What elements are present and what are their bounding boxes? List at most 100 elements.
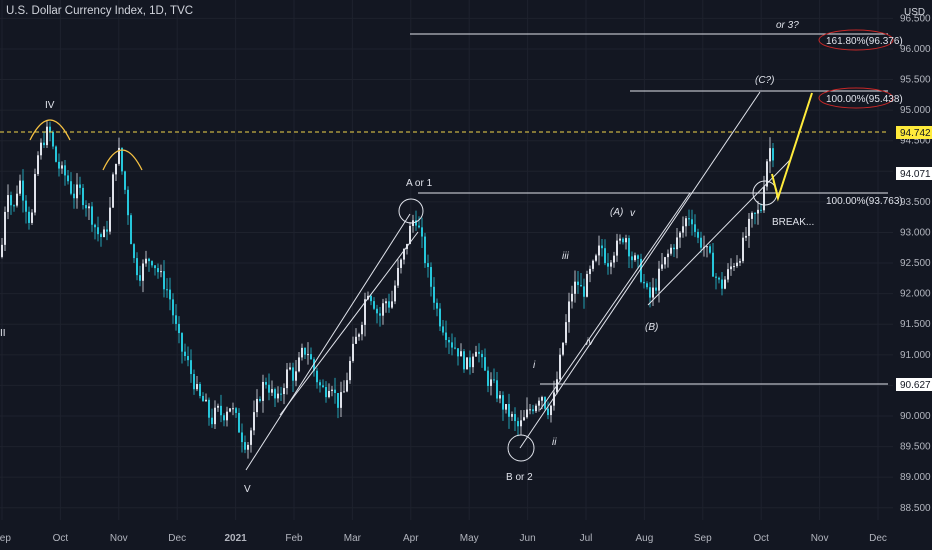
candle-body	[205, 399, 207, 402]
candle-body	[235, 408, 237, 413]
candle-body	[265, 381, 267, 385]
y-tick-label: 88.500	[900, 503, 931, 514]
candle-body	[469, 357, 471, 368]
candle-body	[277, 393, 279, 399]
candle-body	[49, 126, 51, 132]
current-price-tag: 94.742	[900, 128, 931, 139]
candle-body	[160, 271, 162, 273]
candle-body	[241, 432, 243, 443]
candle-body	[514, 414, 516, 422]
x-tick-label: Oct	[753, 533, 769, 544]
candle-body	[742, 237, 744, 262]
y-tick-label: 94.500	[900, 136, 931, 147]
candle-body	[613, 255, 615, 263]
y-tick-label: 92.000	[900, 289, 931, 300]
candle-body	[577, 281, 579, 286]
candle-body	[64, 165, 66, 176]
candle-body	[448, 339, 450, 343]
candle-body	[10, 195, 12, 206]
candle-body	[175, 315, 177, 324]
candle-body	[154, 265, 156, 269]
candle-body	[34, 174, 36, 213]
label-b-wave: (B)	[645, 322, 658, 333]
wave-labels: or 3? (C?) A or 1 (A) v (B) iii iv i ii …	[0, 20, 814, 495]
candle-body	[196, 384, 198, 390]
drawings	[245, 33, 888, 471]
fib-100-upper-label: 100.00%(95.438)	[826, 94, 903, 105]
candle-body	[739, 261, 741, 263]
candle-body	[565, 322, 567, 343]
candle-body	[271, 389, 273, 393]
candle-body	[610, 262, 612, 267]
x-tick-label: Mar	[344, 533, 362, 544]
candle-body	[445, 332, 447, 340]
candle-body	[526, 409, 528, 418]
candle-body	[79, 184, 81, 188]
candle-body	[259, 398, 261, 401]
candle-body	[184, 351, 186, 357]
candle-body	[202, 395, 204, 402]
candle-body	[697, 231, 699, 238]
candle-body	[181, 333, 183, 352]
candle-body	[163, 271, 165, 290]
candle-body	[481, 353, 483, 358]
candle-body	[94, 224, 96, 228]
candle-body	[130, 215, 132, 245]
candle-body	[16, 193, 18, 206]
candle-body	[700, 237, 702, 248]
candle-body	[454, 347, 456, 349]
candle-body	[208, 399, 210, 418]
candle-body	[289, 367, 291, 370]
candle-body	[583, 286, 585, 297]
candle-body	[571, 293, 573, 302]
candle-body	[640, 258, 642, 282]
x-tick-label: Nov	[110, 533, 128, 544]
candle-body	[442, 326, 444, 333]
candle-body	[625, 238, 627, 243]
candle-body	[715, 276, 717, 278]
candle-body	[19, 180, 21, 194]
candle-body	[574, 281, 576, 294]
candle-body	[382, 303, 384, 316]
candle-body	[541, 397, 543, 401]
candle-body	[727, 269, 729, 280]
label-a-or-1: A or 1	[406, 178, 433, 189]
candle-body	[172, 299, 174, 316]
label-or3: or 3?	[776, 20, 799, 31]
candle-body	[616, 240, 618, 256]
candle-body	[145, 258, 147, 264]
yellow-projection	[771, 92, 813, 202]
candle-body	[28, 211, 30, 223]
candle-body	[589, 268, 591, 275]
x-tick-label: Jul	[580, 533, 593, 544]
candle-body	[499, 395, 501, 399]
candle-body	[418, 225, 420, 228]
candle-body	[346, 380, 348, 392]
candle-body	[415, 220, 417, 226]
y-tick-label: 96.000	[900, 44, 931, 55]
candle-body	[22, 180, 24, 201]
candle-body	[721, 279, 723, 289]
candle-body	[547, 408, 549, 416]
time-axis[interactable]: Sep Oct Nov Dec 2021 Feb Mar Apr May Jun Jul Aug Sep…	[0, 533, 887, 544]
candle-body	[508, 404, 510, 417]
candle-body	[187, 356, 189, 361]
candle-body	[250, 430, 252, 445]
candle-body	[313, 359, 315, 371]
candle-body	[73, 193, 75, 199]
candle-body	[307, 354, 309, 356]
label-iv-roman: IV	[45, 100, 55, 111]
current-price-tag-bg	[896, 126, 932, 139]
candle-body	[484, 357, 486, 371]
candle-body	[568, 301, 570, 323]
candle-body	[316, 370, 318, 383]
candle-body	[517, 421, 519, 427]
y-tick-label: 96.500	[900, 13, 931, 24]
candle-body	[451, 342, 453, 348]
candle-body	[586, 274, 588, 297]
candle-body	[286, 369, 288, 389]
candle-body	[112, 174, 114, 208]
candle-body	[691, 219, 693, 225]
candle-body	[229, 408, 231, 412]
